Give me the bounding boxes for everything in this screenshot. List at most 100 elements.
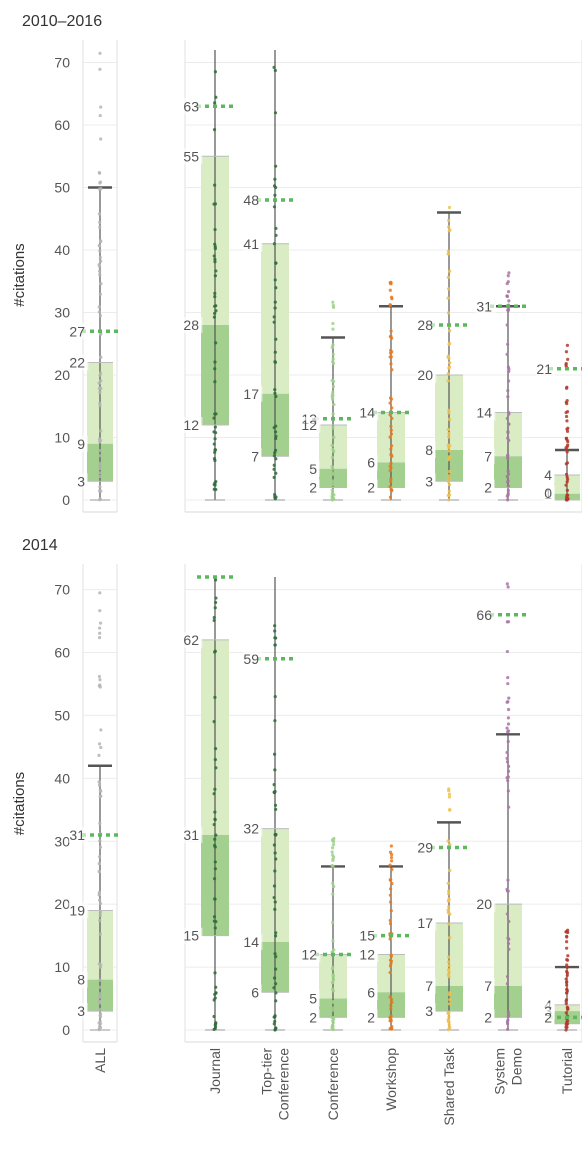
value-label-q1: 2 xyxy=(367,480,375,496)
data-point xyxy=(564,410,568,415)
box-system-demo: 66 20 7 2 xyxy=(475,582,526,1031)
value-label-mean: 27 xyxy=(69,323,85,339)
data-point xyxy=(213,992,217,997)
value-label-q1: 3 xyxy=(425,473,433,489)
data-point xyxy=(273,900,277,904)
data-point xyxy=(390,416,394,420)
data-point xyxy=(97,448,101,453)
data-point xyxy=(389,887,393,891)
data-point xyxy=(389,428,393,432)
data-point xyxy=(97,893,101,897)
data-point xyxy=(330,395,334,399)
data-point xyxy=(505,352,509,356)
value-label-q3: 12 xyxy=(301,417,317,433)
data-point xyxy=(98,180,102,184)
data-point xyxy=(98,978,102,982)
y-tick-label: 40 xyxy=(54,242,70,258)
data-point xyxy=(565,497,569,502)
data-point xyxy=(448,868,452,873)
data-point xyxy=(272,425,276,430)
data-point xyxy=(564,414,569,419)
data-point xyxy=(98,273,102,277)
data-point xyxy=(565,983,569,987)
data-point xyxy=(98,390,102,394)
data-point xyxy=(212,877,217,881)
data-point xyxy=(389,954,393,959)
data-point xyxy=(447,922,451,926)
data-point xyxy=(447,905,451,909)
data-point xyxy=(99,137,103,141)
data-point xyxy=(506,779,510,783)
data-point xyxy=(274,457,278,461)
label-bg xyxy=(475,404,496,421)
data-point xyxy=(213,257,217,261)
data-point xyxy=(565,343,570,347)
value-label-mean: 15 xyxy=(359,928,375,944)
data-point xyxy=(274,436,278,441)
data-point xyxy=(564,483,568,487)
data-point xyxy=(213,242,217,246)
data-point xyxy=(506,498,510,502)
data-point xyxy=(212,202,216,206)
value-label-median: 5 xyxy=(309,461,317,477)
label-bg xyxy=(242,933,263,950)
data-point xyxy=(99,259,103,263)
data-point xyxy=(447,955,451,959)
data-point xyxy=(446,1028,450,1032)
data-point xyxy=(447,225,451,229)
data-point xyxy=(213,787,217,791)
label-bg xyxy=(416,367,437,383)
label-bg xyxy=(366,1009,378,1026)
data-point xyxy=(274,982,278,986)
data-point xyxy=(506,1027,510,1031)
panel-title: 2010–2016 xyxy=(22,13,102,30)
data-point xyxy=(98,401,102,405)
data-point xyxy=(331,987,335,991)
value-label-mean: 21 xyxy=(536,361,552,377)
data-point xyxy=(97,674,102,679)
label-bg xyxy=(424,442,436,458)
data-point xyxy=(389,1007,393,1011)
label-bg xyxy=(242,192,263,208)
data-point xyxy=(330,1024,334,1029)
label-bg xyxy=(416,317,437,333)
y-tick-label: 0 xyxy=(62,492,70,508)
value-label-median: 9 xyxy=(77,436,85,452)
data-point xyxy=(212,615,216,620)
data-point xyxy=(506,682,510,686)
data-point xyxy=(505,730,510,734)
data-point xyxy=(506,456,510,460)
data-point xyxy=(446,458,451,462)
data-point xyxy=(330,443,334,447)
data-point xyxy=(448,329,452,333)
data-point xyxy=(97,742,102,746)
label-bg xyxy=(242,385,263,402)
data-point xyxy=(213,295,217,299)
data-point xyxy=(213,1023,217,1027)
data-point xyxy=(506,789,510,793)
data-point xyxy=(507,696,511,700)
label-bg xyxy=(416,839,437,856)
data-point xyxy=(212,792,216,796)
data-point xyxy=(213,578,218,582)
label-bg xyxy=(68,826,89,843)
category-label-workshop: Workshop xyxy=(383,1048,399,1111)
data-point xyxy=(566,930,570,935)
label-bg xyxy=(182,631,203,648)
label-bg xyxy=(68,354,89,371)
label-bg xyxy=(543,1009,555,1026)
data-point xyxy=(274,832,278,837)
value-label-median: 5 xyxy=(309,991,317,1007)
data-point xyxy=(505,889,510,893)
data-point xyxy=(506,707,511,712)
data-point xyxy=(274,434,278,438)
data-point xyxy=(506,290,511,294)
box-all: 27 22 9 3 xyxy=(68,51,118,502)
label-bg xyxy=(543,467,555,483)
data-point xyxy=(213,481,217,485)
data-point xyxy=(273,68,277,73)
value-label-mean: 66 xyxy=(476,607,492,623)
value-label-median: 17 xyxy=(243,386,259,402)
data-point xyxy=(447,408,451,412)
data-point xyxy=(447,964,451,968)
